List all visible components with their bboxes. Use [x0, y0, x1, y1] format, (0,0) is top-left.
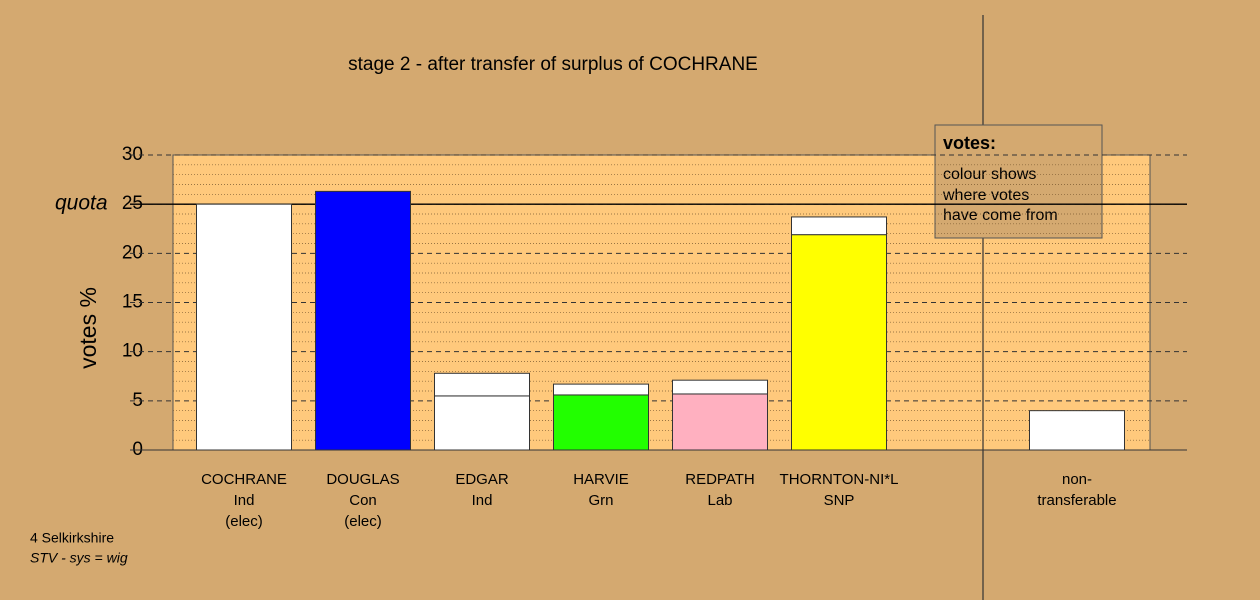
x-tick-label: REDPATH [685, 471, 754, 488]
x-tick-label: EDGAR [455, 471, 509, 488]
chart-title: stage 2 - after transfer of surplus of C… [348, 54, 758, 75]
x-tick-label: Lab [707, 492, 732, 509]
x-tick-label: Ind [472, 492, 493, 509]
x-tick-label: transferable [1037, 492, 1116, 509]
x-tick-label: HARVIE [573, 471, 629, 488]
legend: votes: colour shows where votes have com… [934, 124, 1103, 239]
x-tick-label: COCHRANE [201, 471, 287, 488]
x-tick-label: (elec) [344, 513, 382, 530]
legend-title: votes: [943, 133, 996, 153]
bar-segment [791, 234, 887, 451]
footnote: 4 Selkirkshire [30, 530, 114, 546]
y-tick-label: 5 [132, 390, 143, 411]
footnote: STV - sys = wig [30, 550, 128, 566]
bar-segment [791, 216, 887, 236]
legend-text: where votes [942, 187, 1029, 204]
bar-segment [672, 379, 768, 395]
x-tick-label: THORNTON-NI*L [780, 471, 899, 488]
bar-segment [553, 394, 649, 451]
bar-segment [315, 190, 411, 451]
bar-segment [434, 395, 530, 451]
x-tick-label: (elec) [225, 513, 263, 530]
x-tick-label: Grn [588, 492, 613, 509]
bar-segment [434, 372, 530, 397]
legend-box [934, 124, 1103, 239]
quota-label: quota [55, 192, 108, 215]
bar-segment [553, 383, 649, 396]
x-tick-label: Ind [234, 492, 255, 509]
x-tick-label: Con [349, 492, 377, 509]
x-tick-label: SNP [824, 492, 855, 509]
x-tick-label: non- [1062, 471, 1092, 488]
bar-segment [672, 393, 768, 451]
y-axis-label: votes % [75, 287, 101, 369]
x-tick-label: DOUGLAS [326, 471, 399, 488]
bar-segment [196, 203, 292, 451]
bar-segment [1029, 410, 1125, 451]
legend-text: have come from [943, 207, 1058, 224]
